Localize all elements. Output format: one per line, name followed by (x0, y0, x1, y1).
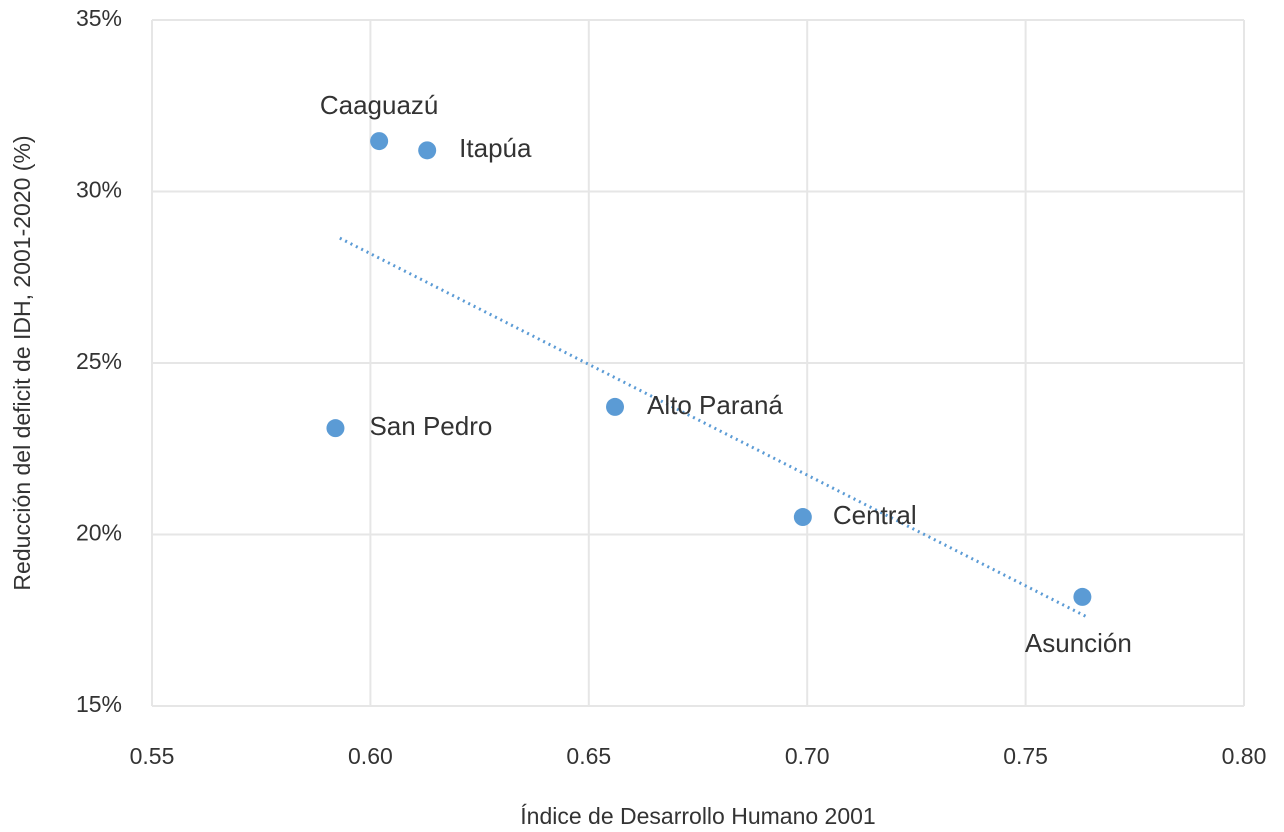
point (326, 419, 345, 438)
point-label: Alto Paraná (647, 390, 783, 420)
x-tick-label: 0.65 (566, 743, 611, 769)
y-tick-label: 20% (76, 520, 122, 546)
point (1073, 587, 1092, 606)
y-tick-label: 15% (76, 691, 122, 717)
x-tick-label: 0.80 (1222, 743, 1267, 769)
point (370, 132, 389, 151)
y-tick-label: 30% (76, 177, 122, 203)
trendline (339, 236, 1088, 619)
y-tick-label: 25% (76, 348, 122, 374)
y-axis-label: Reducción del deficit de IDH, 2001-2020 … (9, 135, 35, 590)
x-tick-label: 0.75 (1003, 743, 1048, 769)
x-tick-label: 0.60 (348, 743, 393, 769)
point-label: Asunción (1025, 628, 1132, 658)
point (418, 141, 437, 160)
x-tick-label: 0.55 (130, 743, 175, 769)
y-tick-label: 35% (76, 5, 122, 31)
point-label: Itapúa (459, 133, 532, 163)
point (606, 397, 625, 416)
x-tick-label: 0.70 (785, 743, 830, 769)
point (793, 508, 812, 527)
point-label: San Pedro (369, 411, 492, 441)
point-label: Caaguazú (320, 90, 439, 120)
point-label: Central (833, 500, 917, 530)
x-axis-label: Índice de Desarrollo Humano 2001 (520, 803, 875, 829)
